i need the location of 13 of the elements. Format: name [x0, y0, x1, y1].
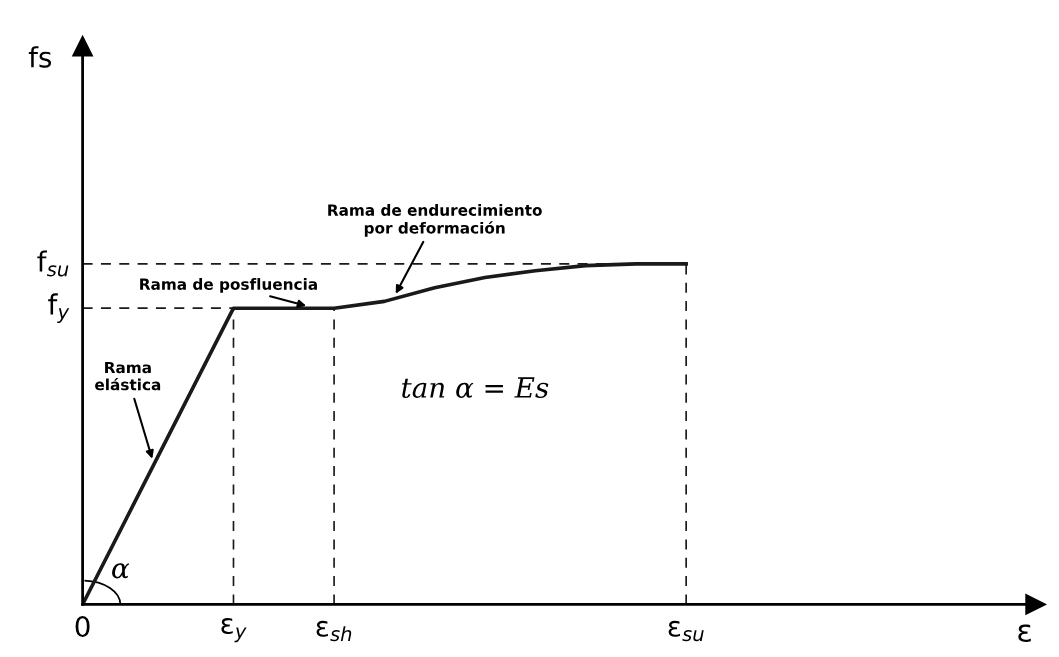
annotation: α	[112, 563, 130, 579]
x-axis-title: ε	[1018, 624, 1031, 642]
x-tick-label: ε$_{sh}$	[316, 620, 352, 642]
annotation: Rama elástica	[95, 361, 161, 391]
annotation: tan α = Es	[402, 377, 549, 398]
ref-line-label: f$_{su}$	[37, 250, 69, 277]
x-tick-label: ε$_{y}$	[221, 617, 247, 643]
text: Rama de endurecimiento por deformación	[328, 204, 542, 237]
ref-line-label: f$_{y}$	[48, 293, 70, 324]
x-tick-label: ε$_{su}$	[668, 620, 704, 642]
annotation: Rama de posfluencia	[140, 278, 317, 293]
text: fs	[28, 46, 52, 68]
x-tick-label: 0	[75, 616, 90, 638]
